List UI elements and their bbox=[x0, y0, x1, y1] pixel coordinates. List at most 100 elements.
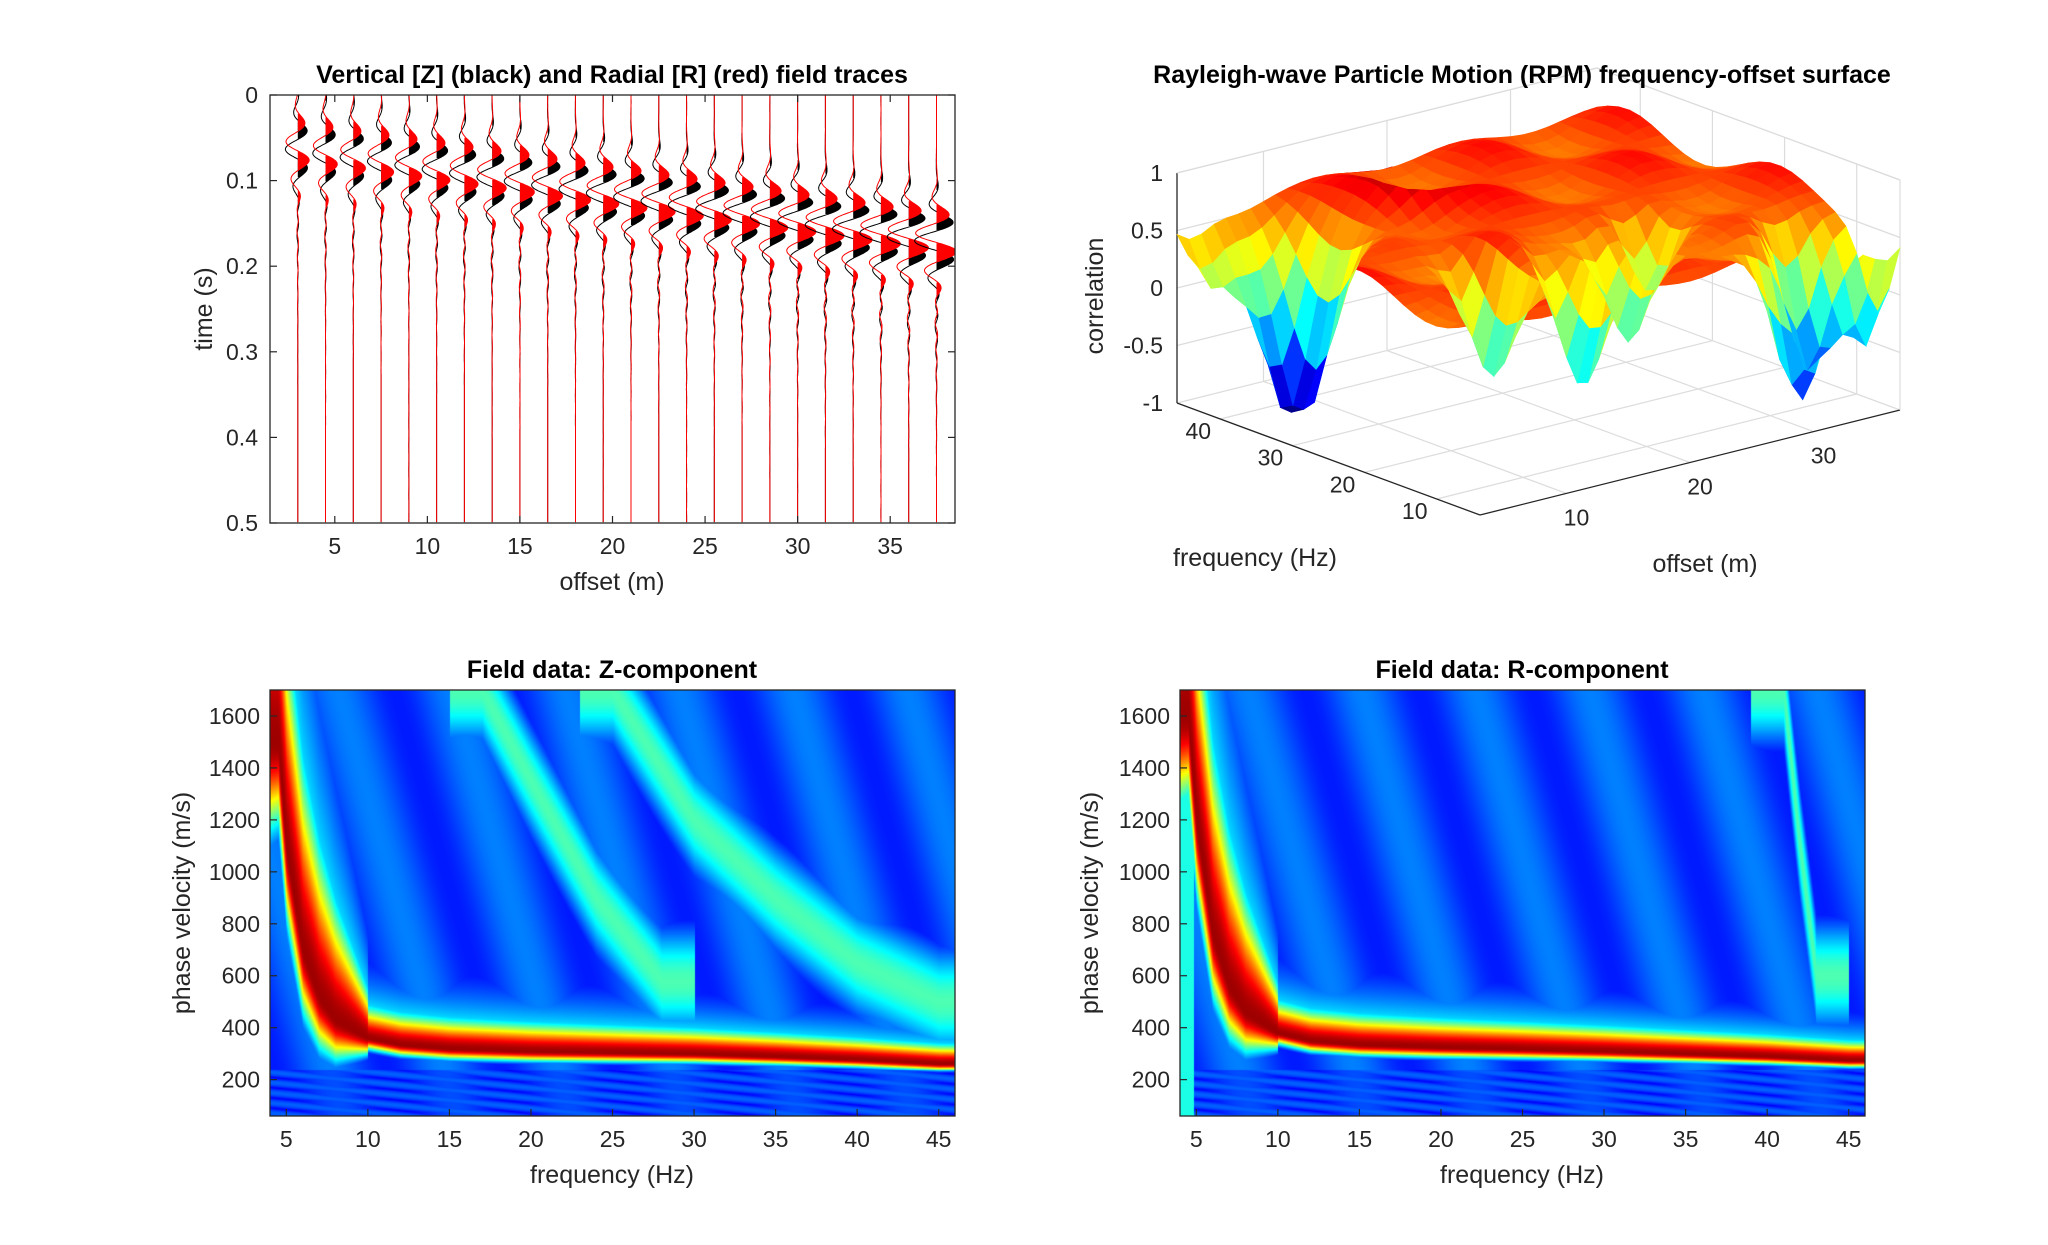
z-dispersion-ytick-label: 200 bbox=[222, 1067, 260, 1093]
traces-r-line bbox=[805, 95, 845, 523]
z-dispersion-xtick-label: 25 bbox=[600, 1126, 626, 1152]
z-dispersion-ytick-label: 600 bbox=[222, 963, 260, 989]
traces-r-fill bbox=[353, 121, 361, 139]
traces-r-line bbox=[477, 95, 507, 523]
traces-r-fill bbox=[408, 129, 417, 147]
traces-ytick-label: 0.1 bbox=[226, 168, 258, 194]
r-dispersion-ytick-label: 600 bbox=[1132, 963, 1170, 989]
traces-r-fill bbox=[908, 201, 922, 219]
z-dispersion-ytick-label: 1600 bbox=[209, 703, 260, 729]
r-dispersion-ytick-label: 1000 bbox=[1119, 859, 1170, 885]
traces-r-fill bbox=[797, 184, 810, 202]
traces-r-line bbox=[887, 95, 929, 523]
traces-r-fill bbox=[436, 133, 445, 151]
z-dispersion-title: Field data: Z-component bbox=[467, 656, 758, 684]
z-dispersion-ylabel: phase velocity (m/s) bbox=[168, 792, 196, 1014]
rpm-box-edge bbox=[1596, 67, 1901, 181]
traces-r-fill bbox=[769, 180, 782, 199]
traces-xtick-label: 10 bbox=[415, 533, 441, 559]
r-dispersion-xtick-label: 35 bbox=[1673, 1126, 1699, 1152]
traces-r-fill bbox=[381, 125, 389, 143]
rpm-tick-group: -1 -0.5 0 0.5 1 10 20 30 40 10 20 30 bbox=[1123, 160, 1836, 530]
traces-xtick-label: 5 bbox=[328, 533, 341, 559]
traces-ytick-label: 0.4 bbox=[226, 424, 258, 450]
r-dispersion-ylabel: phase velocity (m/s) bbox=[1076, 792, 1104, 1014]
r-dispersion-ytick-label: 800 bbox=[1132, 911, 1170, 937]
traces-r-fill bbox=[742, 177, 754, 195]
rpm-surface bbox=[1176, 105, 1901, 413]
z-dispersion-ytick-label: 1000 bbox=[209, 859, 260, 885]
r-dispersion-image bbox=[1180, 690, 1865, 1116]
traces-r-line bbox=[531, 95, 564, 523]
traces-tick-group: 5 10 15 20 25 30 35 0 0.1 0.2 0.3 0.4 0.5 bbox=[226, 82, 955, 559]
z-dispersion-xtick-label: 30 bbox=[681, 1126, 707, 1152]
r-dispersion-ytick-label: 1400 bbox=[1119, 755, 1170, 781]
traces-r-line bbox=[778, 95, 817, 523]
rpm-ytick-label: 40 bbox=[1185, 418, 1211, 444]
r-dispersion-ytick-label: 1200 bbox=[1119, 807, 1170, 833]
rpm-title: Rayleigh-wave Particle Motion (RPM) freq… bbox=[1153, 61, 1891, 89]
traces-r-line bbox=[504, 95, 535, 523]
r-dispersion-xlabel: frequency (Hz) bbox=[1440, 1161, 1604, 1189]
traces-xlabel: offset (m) bbox=[559, 568, 664, 596]
z-dispersion-ytick-label: 400 bbox=[222, 1015, 260, 1041]
traces-xtick-label: 15 bbox=[507, 533, 533, 559]
z-dispersion-xtick-label: 5 bbox=[280, 1126, 293, 1152]
z-dispersion-xtick-label: 45 bbox=[926, 1126, 952, 1152]
traces-xtick-label: 20 bbox=[600, 533, 626, 559]
traces-r-fill bbox=[853, 270, 858, 284]
traces-r-line bbox=[860, 95, 901, 523]
rpm-xtick-label: 20 bbox=[1687, 474, 1713, 500]
traces-ytick-label: 0 bbox=[245, 82, 258, 108]
rpm-ztick-label: 1 bbox=[1150, 160, 1163, 186]
r-dispersion-ytick-label: 400 bbox=[1132, 1015, 1170, 1041]
r-dispersion-ytick-label: 1600 bbox=[1119, 703, 1170, 729]
r-dispersion-xtick-label: 5 bbox=[1190, 1126, 1203, 1152]
rpm-grid-line bbox=[1596, 297, 1901, 411]
rpm-xtick-label: 10 bbox=[1564, 504, 1590, 530]
traces-r-line bbox=[668, 95, 704, 523]
traces-r-line bbox=[723, 95, 760, 523]
rpm-box-edge bbox=[1176, 67, 1598, 174]
rpm-panel: -1 -0.5 0 0.5 1 10 20 30 40 10 20 30 Rayleigh-wave … bbox=[1081, 61, 1901, 578]
rpm-grid-line bbox=[1510, 319, 1814, 433]
traces-r-fill bbox=[519, 145, 529, 163]
r-dispersion-xtick-label: 40 bbox=[1754, 1126, 1780, 1152]
traces-r-fill bbox=[714, 250, 719, 264]
traces-r-line bbox=[340, 95, 366, 523]
z-dispersion-ytick-label: 1400 bbox=[209, 755, 260, 781]
traces-r-fill bbox=[714, 172, 726, 190]
traces-r-line bbox=[750, 95, 789, 523]
traces-ylabel: time (s) bbox=[190, 267, 218, 350]
z-dispersion-xtick-label: 35 bbox=[763, 1126, 789, 1152]
traces-r-line bbox=[586, 95, 620, 523]
traces-r-fill bbox=[880, 274, 886, 288]
z-dispersion-panel: 5 10 15 20 25 30 35 40 45 200 400 600 800 1000 1200 140… bbox=[168, 656, 956, 1189]
rpm-ztick-label: 0 bbox=[1150, 275, 1163, 301]
traces-r-fill bbox=[853, 192, 866, 211]
traces-series-group bbox=[284, 95, 955, 523]
z-dispersion-tick-group: 5 10 15 20 25 30 35 40 45 200 400 600 800 1000 1200 140… bbox=[209, 703, 952, 1152]
rpm-zlabel: correlation bbox=[1081, 238, 1109, 355]
z-dispersion-ytick-label: 1200 bbox=[209, 807, 260, 833]
traces-r-line bbox=[285, 95, 310, 523]
r-dispersion-title: Field data: R-component bbox=[1375, 656, 1669, 684]
rpm-ytick-label: 30 bbox=[1258, 445, 1284, 471]
traces-panel: 5 10 15 20 25 30 35 0 0.1 0.2 0.3 0.4 0.5 Vertical [… bbox=[190, 61, 956, 596]
rpm-xlabel: offset (m) bbox=[1652, 550, 1757, 578]
rpm-grid-line bbox=[1386, 349, 1691, 464]
traces-r-fill bbox=[936, 204, 950, 223]
z-dispersion-xtick-label: 40 bbox=[844, 1126, 870, 1152]
rpm-grid-line bbox=[1364, 366, 1785, 473]
traces-r-fill bbox=[658, 165, 669, 183]
rpm-ytick-label: 10 bbox=[1402, 498, 1428, 524]
r-dispersion-xtick-label: 15 bbox=[1347, 1126, 1373, 1152]
rpm-surface-patch bbox=[1584, 105, 1608, 112]
rpm-ytick-label: 20 bbox=[1330, 471, 1356, 497]
rpm-ztick-label: -0.5 bbox=[1123, 333, 1163, 359]
traces-r-line bbox=[449, 95, 479, 523]
r-dispersion-tick-group: 5 10 15 20 25 30 35 40 45 200 400 600 800 1000 1200 140… bbox=[1119, 703, 1862, 1152]
traces-r-line bbox=[394, 95, 423, 523]
r-dispersion-xtick-label: 45 bbox=[1836, 1126, 1862, 1152]
